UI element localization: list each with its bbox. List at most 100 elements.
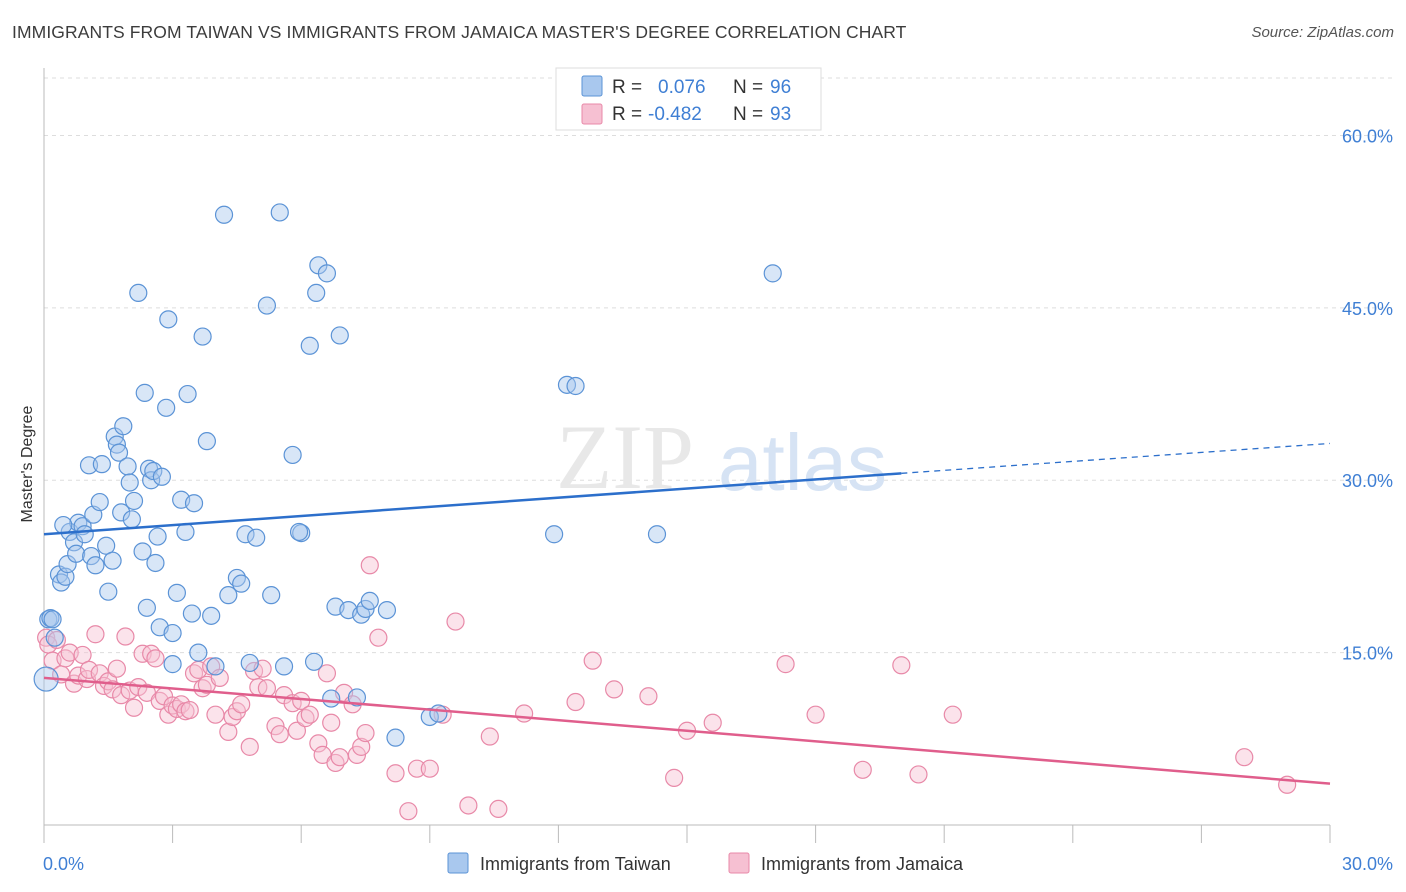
y-tick-label-3: 60.0% <box>1342 126 1393 146</box>
taiwan-point-82 <box>377 600 397 620</box>
axes <box>43 68 1331 843</box>
bottom-legend-swatch-jamaica <box>728 852 750 874</box>
trend-taiwan <box>43 472 902 536</box>
jamaica-point-89 <box>776 655 795 674</box>
x-tick-label-1: 30.0% <box>1342 854 1393 874</box>
legend-n-jamaica: 93 <box>770 104 791 125</box>
taiwan-point-28 <box>120 473 139 492</box>
jamaica-point-24 <box>137 683 156 702</box>
taiwan-point-92 <box>86 556 105 575</box>
taiwan-point-95 <box>289 522 309 542</box>
jamaica-point-46 <box>240 737 259 756</box>
taiwan-point-54 <box>202 606 221 625</box>
taiwan-point-24 <box>109 443 129 462</box>
jamaica-point-17 <box>107 659 126 678</box>
taiwan-point-90 <box>763 264 782 283</box>
jamaica-point-82 <box>566 692 585 712</box>
jamaica-point-95 <box>1235 748 1254 767</box>
taiwan-point-83 <box>386 728 405 747</box>
taiwan-point-3 <box>43 610 62 629</box>
legend-swatch-jamaica <box>581 103 603 125</box>
jamaica-point-78 <box>459 796 478 815</box>
jamaica-point-81 <box>515 704 534 723</box>
taiwan-point-50 <box>184 494 204 513</box>
taiwan-point-26 <box>114 417 133 436</box>
jamaica-point-59 <box>309 734 328 753</box>
jamaica-point-88 <box>703 713 722 732</box>
x-tick-label-0: 0.0% <box>43 854 84 874</box>
jamaica-point-94 <box>943 705 962 724</box>
jamaica-point-64 <box>330 748 349 767</box>
taiwan-point-33 <box>135 383 154 402</box>
legend-n-label-taiwan: N = <box>733 77 763 98</box>
tick-labels: 15.0% 30.0% 45.0% 60.0% 0.0% 30.0% <box>43 126 1393 874</box>
jamaica-point-3 <box>47 630 66 650</box>
taiwan-point-21 <box>103 551 122 570</box>
taiwan-point-73 <box>317 264 337 283</box>
taiwan-point-67 <box>283 445 302 465</box>
jamaica-point-91 <box>853 760 872 779</box>
jamaica-point-93 <box>909 765 928 784</box>
taiwan-point-52 <box>193 327 212 346</box>
taiwan-point-78 <box>347 688 367 707</box>
y-tick-label-2: 45.0% <box>1342 299 1393 319</box>
jamaica-point-42 <box>219 722 238 742</box>
taiwan-point-15 <box>82 546 101 566</box>
taiwan-point-76 <box>330 326 349 345</box>
bottom-legend: Immigrants from Taiwan Immigrants from J… <box>447 852 964 874</box>
taiwan-point-65 <box>270 203 289 222</box>
taiwan-point-41 <box>157 398 176 417</box>
grid-lines <box>44 77 1392 654</box>
taiwan-point-19 <box>97 536 116 555</box>
jamaica-point-68 <box>352 737 371 756</box>
jamaica-point-41 <box>210 668 229 687</box>
taiwan-point-10 <box>67 544 86 563</box>
legend-n-label-jamaica: N = <box>733 104 763 125</box>
jamaica-point-61 <box>317 664 337 683</box>
jamaica-point-18 <box>112 686 131 705</box>
jamaica-point-58 <box>300 705 319 724</box>
taiwan-point-66 <box>274 657 294 676</box>
taiwan-point-13 <box>75 525 94 544</box>
jamaica-point-12 <box>86 625 105 644</box>
bottom-legend-jamaica: Immigrants from Jamaica <box>761 854 964 874</box>
taiwan-point-85 <box>429 704 448 723</box>
jamaica-point-74 <box>407 759 427 778</box>
taiwan-point-70 <box>304 652 324 671</box>
taiwan-point-30 <box>124 491 144 511</box>
taiwan-point-94 <box>152 467 171 486</box>
jamaica-point-26 <box>146 649 165 668</box>
taiwan-point-71 <box>307 283 326 303</box>
jamaica-point-19 <box>116 627 135 646</box>
jamaica-point-86 <box>665 768 684 787</box>
taiwan-point-43 <box>163 623 182 643</box>
taiwan-point-81 <box>360 591 379 611</box>
jamaica-point-62 <box>322 713 341 732</box>
taiwan-point-38 <box>146 553 165 573</box>
jamaica-point-45 <box>232 695 251 714</box>
watermark: ZIP atlas <box>556 406 887 508</box>
taiwan-point-88 <box>566 376 585 396</box>
taiwan-point-44 <box>163 655 182 674</box>
legend-r-taiwan: 0.076 <box>658 77 706 98</box>
taiwan-point-25 <box>112 503 131 522</box>
taiwan-point-45 <box>167 583 186 602</box>
taiwan-point-56 <box>214 205 234 224</box>
taiwan-point-47 <box>176 522 195 542</box>
legend-r-label-taiwan: R = <box>612 77 642 98</box>
jamaica-point-50 <box>257 679 277 698</box>
taiwan-point-34 <box>137 598 156 617</box>
jamaica-point-83 <box>583 651 602 670</box>
taiwan-point-69 <box>300 336 319 355</box>
jamaica-point-52 <box>270 725 289 744</box>
taiwan-point-63 <box>257 296 277 315</box>
taiwan-point-14 <box>79 456 99 475</box>
jamaica-point-21 <box>124 698 144 717</box>
taiwan-point-89 <box>647 525 667 544</box>
taiwan-point-93 <box>54 515 73 535</box>
chart-title: IMMIGRANTS FROM TAIWAN VS IMMIGRANTS FRO… <box>12 22 907 42</box>
trend-taiwan-extension <box>901 442 1331 474</box>
taiwan-point-91 <box>45 628 64 647</box>
jamaica-point-70 <box>360 556 379 575</box>
